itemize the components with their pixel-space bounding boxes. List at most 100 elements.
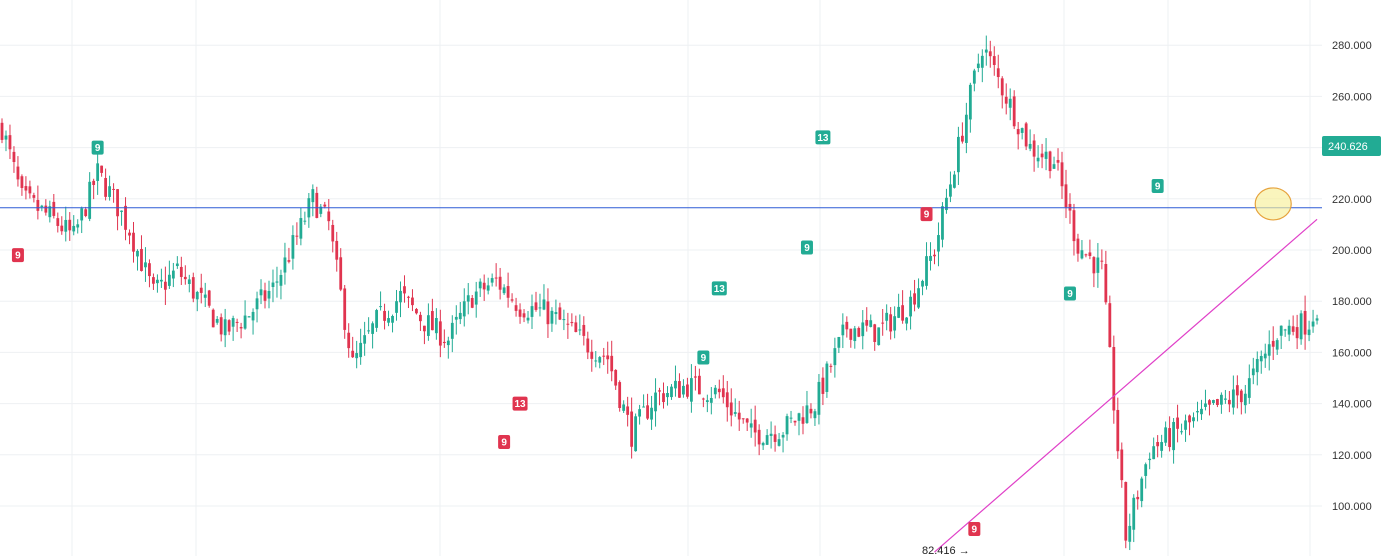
candle-body — [566, 323, 570, 325]
price-axis[interactable]: 100.000 120.000 140.000 160.000 180.000 200.0… — [1332, 40, 1372, 513]
candle-body — [594, 360, 598, 362]
candle-body — [112, 188, 115, 190]
candle-body — [8, 135, 12, 150]
candle-body — [1176, 417, 1179, 429]
candle-body — [251, 311, 255, 321]
price-tick-label: 180.000 — [1332, 296, 1372, 308]
candle-body — [478, 281, 482, 289]
candle-body — [183, 276, 187, 280]
candle-body — [243, 315, 247, 329]
candle-body — [140, 248, 143, 271]
candle-body — [945, 197, 948, 211]
candle-body — [789, 417, 793, 419]
candle-body — [355, 353, 359, 359]
candle-body — [865, 319, 869, 326]
last-price-tag-bg — [1322, 135, 1381, 156]
candle-body — [100, 165, 104, 173]
candle-body — [171, 270, 175, 279]
candle-body — [12, 151, 16, 163]
candle-body — [144, 262, 147, 268]
candle-body — [1040, 153, 1044, 158]
candle-body — [207, 290, 211, 306]
candle-body — [1184, 420, 1187, 430]
candle-body — [263, 290, 267, 301]
price-tick-label: 260.000 — [1332, 91, 1372, 103]
candle-body — [1275, 340, 1279, 350]
marker-label: 9 — [1155, 182, 1161, 193]
sequence-marker: 9 — [91, 140, 104, 155]
last-price-tag: 240.626 — [1322, 135, 1381, 156]
candle-body — [287, 260, 291, 262]
candle-body — [773, 434, 777, 442]
candle-body — [1032, 140, 1036, 157]
marker-label: 9 — [804, 243, 810, 254]
candle-body — [1112, 346, 1116, 411]
candle-body — [1024, 123, 1028, 147]
candle-body — [323, 204, 327, 207]
candle-body — [56, 218, 60, 226]
candle-body — [395, 301, 398, 313]
candle-body — [1008, 98, 1012, 108]
last-price-label: 240.626 — [1328, 141, 1368, 153]
candle-body — [108, 186, 111, 197]
breakout-highlight-circle[interactable] — [1254, 187, 1292, 221]
candle-body — [1311, 321, 1315, 327]
support-trendline[interactable] — [934, 218, 1318, 553]
candle-body — [1295, 327, 1299, 339]
candle-body — [223, 319, 227, 336]
candle-body — [937, 235, 940, 252]
marker-bg — [1151, 179, 1164, 193]
candle-body — [873, 324, 877, 342]
candle-body — [976, 63, 980, 69]
candle-body — [809, 408, 813, 414]
candle-body — [829, 365, 833, 367]
candle-body — [1064, 184, 1068, 208]
candle-body — [964, 114, 968, 143]
candle-body — [1012, 96, 1016, 127]
candle-body — [972, 70, 976, 84]
candle-body — [203, 294, 207, 298]
candle-body — [247, 316, 251, 318]
candle-body — [690, 378, 693, 402]
candle-body — [1188, 415, 1191, 423]
candle-body — [558, 307, 562, 320]
candle-body — [885, 312, 889, 321]
candle-body — [1104, 264, 1108, 303]
candle-body — [1247, 378, 1251, 398]
candle-body — [1132, 497, 1136, 530]
candle-body — [1016, 129, 1020, 135]
candle-body — [514, 305, 518, 311]
candle-body — [909, 296, 912, 317]
candle-body — [1120, 449, 1124, 481]
candle-body — [474, 291, 478, 305]
candle-body — [1271, 340, 1275, 347]
candle-body — [634, 416, 638, 452]
candle-body — [4, 135, 8, 140]
candle-body — [1180, 431, 1183, 433]
sequence-marker: 9 — [697, 350, 710, 365]
candle-body — [805, 405, 809, 423]
candle-body — [0, 122, 4, 140]
candle-body — [259, 289, 263, 296]
candle-body — [960, 135, 964, 142]
candle-body — [331, 224, 335, 242]
candle-body — [1315, 318, 1319, 321]
candle-body — [1216, 399, 1219, 406]
candle-body — [753, 419, 757, 433]
marker-bg — [815, 130, 831, 145]
candle-body — [861, 322, 865, 337]
price-tick-label: 100.000 — [1332, 501, 1372, 513]
candle-body — [992, 56, 996, 65]
candle-body — [419, 314, 422, 322]
candle-body — [510, 299, 514, 301]
candle-body — [1208, 400, 1211, 405]
marker-label: 13 — [817, 133, 829, 144]
candle-body — [319, 206, 323, 214]
candle-body — [1200, 408, 1203, 415]
candle-body — [701, 398, 705, 400]
candle-body — [917, 288, 920, 308]
candle-body — [458, 312, 462, 320]
candle-body — [148, 263, 151, 277]
candle-body — [777, 439, 781, 446]
